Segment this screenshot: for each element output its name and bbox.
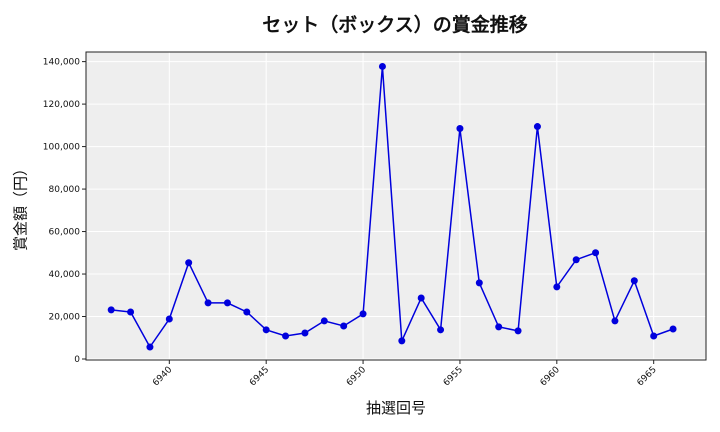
y-tick-label: 80,000: [49, 185, 81, 195]
data-point: [533, 123, 541, 131]
chart-title: セット（ボックス）の賞金推移: [262, 14, 528, 36]
data-point: [475, 279, 483, 287]
y-tick-label: 140,000: [43, 58, 80, 68]
data-point: [378, 62, 386, 70]
data-series: [107, 62, 677, 351]
x-tick-label: 6950: [345, 365, 368, 388]
data-point: [553, 283, 561, 291]
y-tick-label: 40,000: [49, 270, 81, 280]
y-tick-label: 20,000: [49, 313, 81, 323]
data-point: [592, 249, 600, 257]
data-point: [669, 325, 677, 333]
x-tick-label: 6965: [636, 365, 659, 388]
data-point: [398, 337, 406, 345]
plot-border: [85, 51, 707, 361]
y-tick-label: 100,000: [43, 143, 80, 153]
data-point: [514, 327, 522, 335]
x-tick-label: 6945: [248, 365, 271, 388]
data-point: [243, 308, 251, 316]
plot-area: [86, 52, 706, 360]
data-point: [262, 326, 270, 334]
data-point: [165, 315, 173, 323]
data-point: [437, 326, 445, 334]
x-tick-label: 6960: [539, 365, 562, 388]
data-point: [223, 299, 231, 307]
data-point: [359, 310, 367, 318]
data-point: [127, 308, 135, 316]
data-point: [611, 317, 619, 325]
data-point: [146, 343, 154, 351]
data-point: [107, 306, 115, 314]
y-tick-label: 120,000: [43, 100, 80, 110]
y-tick-label: 0: [74, 355, 80, 365]
data-point: [282, 332, 290, 340]
data-point: [630, 277, 638, 285]
data-point: [340, 322, 348, 330]
gridlines: [86, 52, 706, 360]
data-point: [495, 323, 503, 331]
x-tick-label: 6940: [151, 365, 174, 388]
x-axis-label: 抽選回号: [365, 399, 426, 417]
y-tick-label: 60,000: [49, 228, 81, 238]
data-point: [456, 124, 464, 132]
data-point: [417, 294, 425, 302]
data-point: [572, 256, 580, 264]
data-point: [185, 259, 193, 267]
data-point: [650, 332, 658, 340]
x-tick-label: 6955: [442, 365, 465, 388]
data-point: [320, 317, 328, 325]
data-point: [301, 329, 309, 337]
data-point: [204, 299, 212, 307]
